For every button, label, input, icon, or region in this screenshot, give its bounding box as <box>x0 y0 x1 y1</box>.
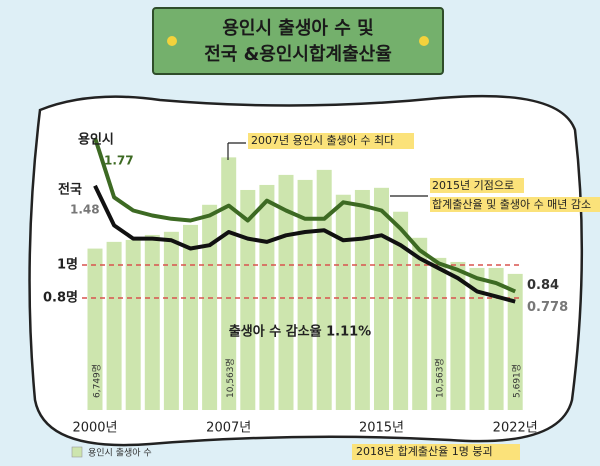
bar <box>163 231 179 410</box>
highlight <box>430 197 600 212</box>
annotation: 10,563명 <box>435 358 446 398</box>
bar <box>221 157 237 410</box>
bar <box>507 273 523 410</box>
start-value: 1.48 <box>70 203 100 217</box>
reference-label: 1명 <box>57 257 78 273</box>
bar <box>125 239 141 410</box>
x-tick-label: 2007년 <box>206 421 251 436</box>
title-box <box>152 7 444 75</box>
bar <box>240 189 256 410</box>
reference-label: 0.8명 <box>43 290 78 306</box>
bar <box>316 169 332 410</box>
title-line: 전국 &용인시합계출산율 <box>204 43 392 65</box>
x-tick-label: 2000년 <box>72 421 117 436</box>
line <box>93 137 516 294</box>
bar <box>183 224 198 410</box>
highlight <box>248 133 414 149</box>
series-label: 용인시 <box>78 132 114 148</box>
bar-value-label: 5,691명 <box>512 364 523 398</box>
bar <box>412 237 428 410</box>
bar <box>144 234 160 410</box>
start-value: 1.77 <box>104 154 134 168</box>
x-tick-label: 2022년 <box>493 421 538 436</box>
end-value: 0.84 <box>527 278 559 293</box>
bar <box>469 267 485 410</box>
annotations: 2007년 용인시 출생아 수 최다 2015년 기점으로 합계출산율 및 출생… <box>227 133 600 460</box>
highlight <box>430 178 524 193</box>
bar <box>393 211 409 410</box>
title-line: 용인시 출생아 수 및 <box>222 18 373 39</box>
annotation: 2007년 용인시 출생아 수 최다 <box>251 134 394 147</box>
title-dot <box>167 36 177 46</box>
bar <box>450 261 466 410</box>
legend-label: 용인시 출생아 수 <box>88 448 152 459</box>
bar-value-label: 10,563명 <box>225 358 236 398</box>
bar <box>106 241 122 410</box>
annotation: 2015년 기점으로 <box>432 179 514 192</box>
bar <box>202 204 218 410</box>
plot: 6,749명 10,563명 5,691명 2000년 2007년 2015년 2022년 1… <box>43 132 568 459</box>
bar <box>354 189 370 410</box>
annotation: 출생아 수 감소율 1.11% <box>229 324 371 340</box>
bar <box>431 257 447 410</box>
x-tick-label: 2015년 <box>359 421 404 436</box>
annotation: 2018년 합계출산율 1명 붕괴 <box>356 445 493 458</box>
title-dot <box>419 36 429 46</box>
highlight <box>352 444 520 460</box>
bar <box>87 248 103 410</box>
bar-value-label: 6,749명 <box>92 364 103 398</box>
legend-swatch <box>71 446 83 458</box>
end-value: 0.778 <box>527 300 568 315</box>
bar <box>374 187 389 410</box>
line <box>93 184 516 304</box>
bar <box>488 267 504 410</box>
bar <box>335 194 351 410</box>
series-label: 전국 <box>58 182 82 198</box>
bar <box>297 179 313 410</box>
annotation: 합계출산율 및 출생아 수 매년 감소 <box>432 198 591 211</box>
